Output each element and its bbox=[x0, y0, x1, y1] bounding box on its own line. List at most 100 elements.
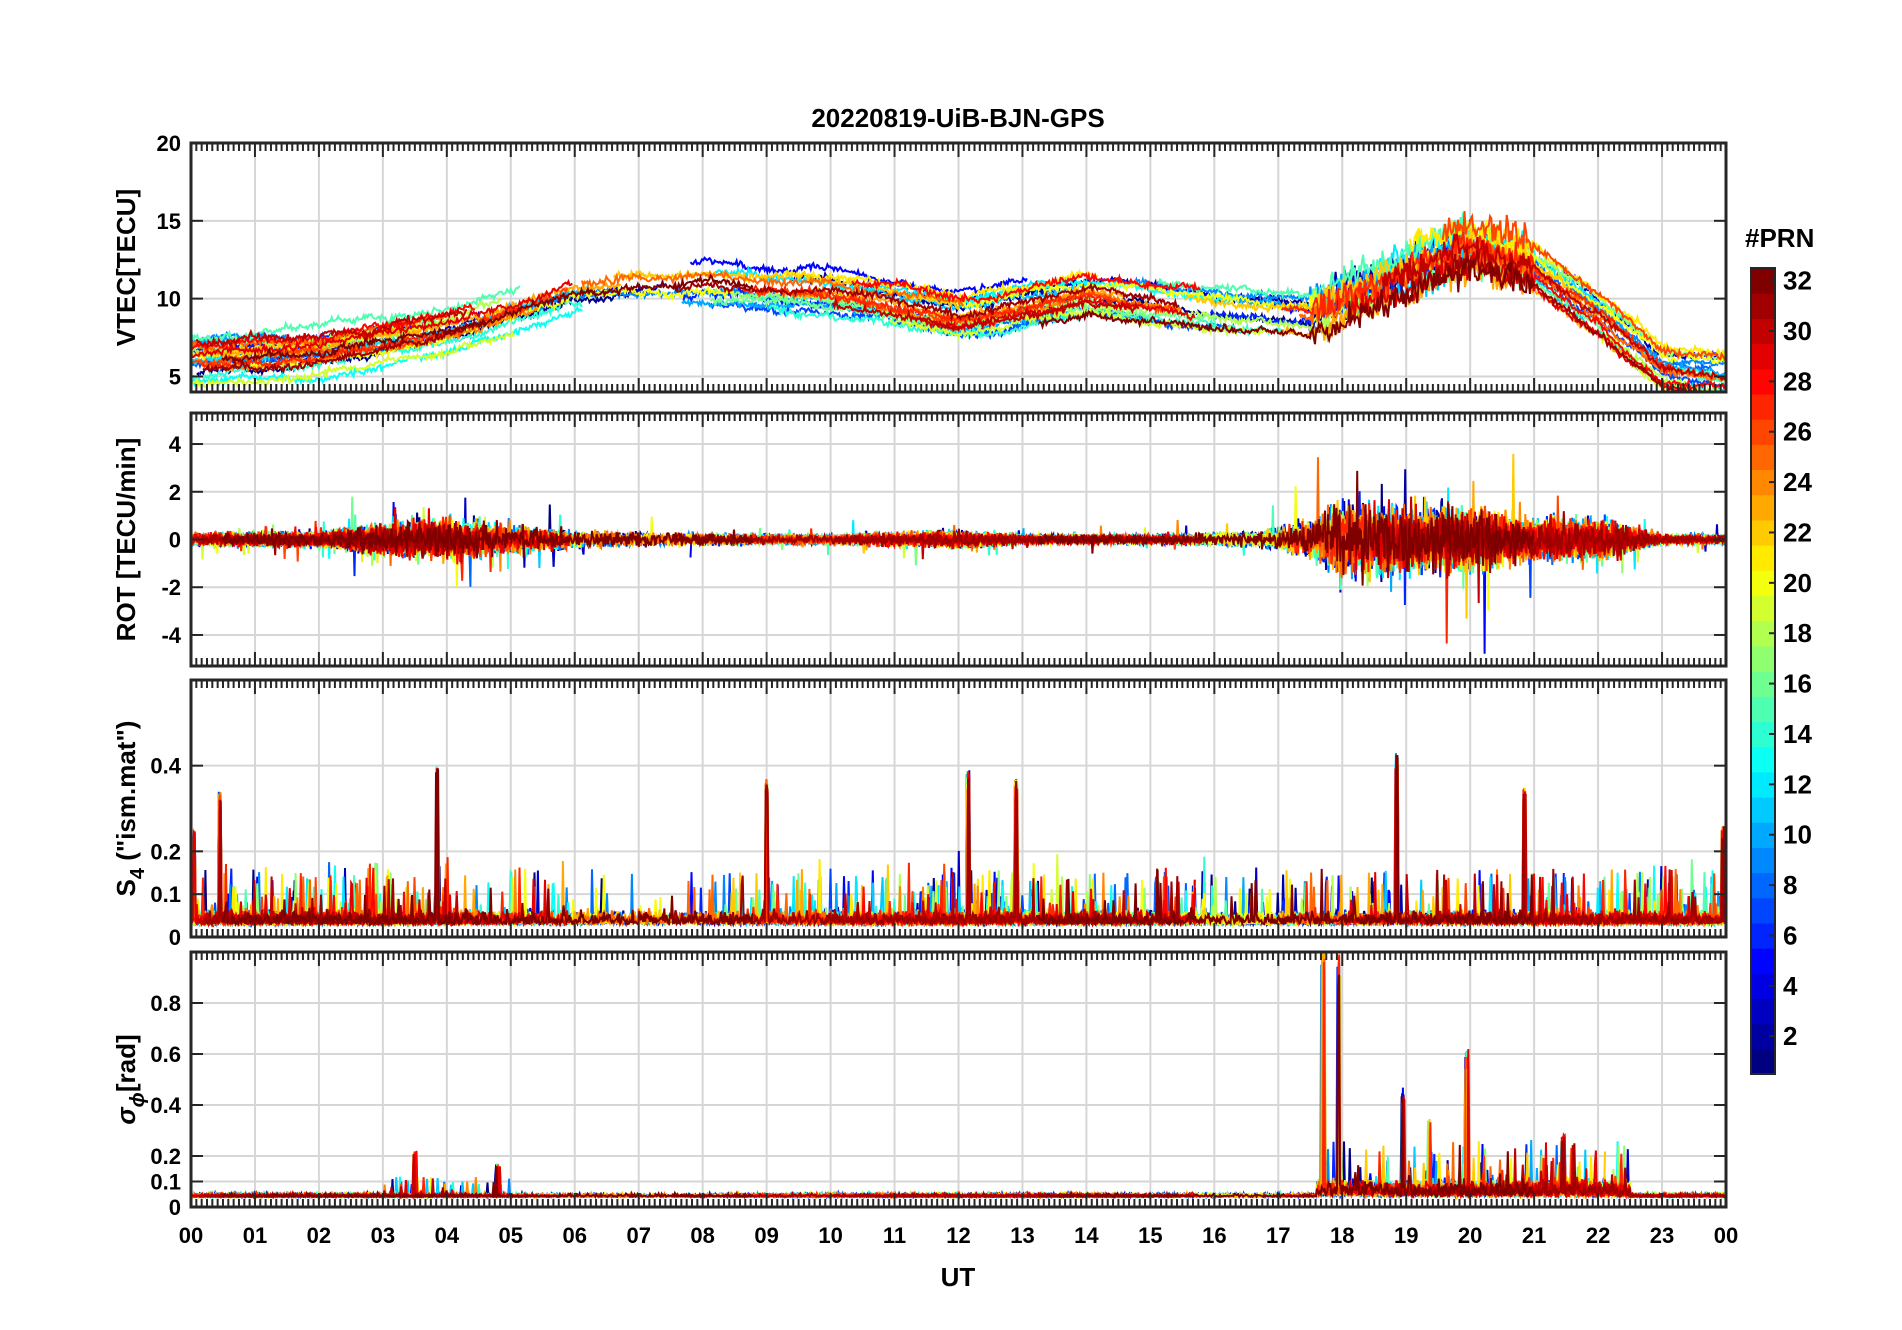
vtec-trace-prn-19 bbox=[889, 306, 1271, 342]
colorbar-band bbox=[1751, 545, 1775, 571]
x-tick-label: 15 bbox=[1138, 1223, 1162, 1248]
colorbar-tick-label: 20 bbox=[1783, 568, 1812, 598]
y-tick-label: -2 bbox=[161, 575, 181, 600]
vtec-trace-prn-32 bbox=[221, 273, 754, 365]
vtec-trace-prn-27 bbox=[742, 283, 1114, 323]
traces-s4 bbox=[191, 753, 1726, 929]
y-axis-label-rot: ROT [TECU/min] bbox=[111, 438, 141, 642]
chart-title: 20220819-UiB-BJN-GPS bbox=[811, 103, 1104, 133]
x-tick-label: 04 bbox=[435, 1223, 460, 1248]
vtec-trace-prn-26 bbox=[749, 284, 1178, 328]
grid-sigma_phi bbox=[191, 952, 1726, 1207]
sigma-trace-prn-14 bbox=[191, 1153, 584, 1200]
colorbar-band bbox=[1751, 696, 1775, 722]
vtec-trace-prn-32 bbox=[1038, 256, 1535, 345]
y-tick-label: 0.1 bbox=[150, 882, 181, 907]
y-tick-label: 0.8 bbox=[150, 991, 181, 1016]
x-tick-label: 09 bbox=[754, 1223, 778, 1248]
x-tick-label: 17 bbox=[1266, 1223, 1290, 1248]
colorbar-band bbox=[1751, 293, 1775, 319]
y-tick-label: 0 bbox=[169, 1195, 181, 1220]
colorbar-band bbox=[1751, 998, 1775, 1025]
x-tick-label: 13 bbox=[1010, 1223, 1034, 1248]
x-tick-label: 02 bbox=[307, 1223, 331, 1248]
colorbar-tick-label: 8 bbox=[1783, 870, 1797, 900]
vtec-trace-prn-25 bbox=[581, 268, 965, 307]
x-tick-label: 20 bbox=[1458, 1223, 1482, 1248]
colorbar-tick-label: 2 bbox=[1783, 1021, 1797, 1051]
x-tick-label: 23 bbox=[1650, 1223, 1674, 1248]
colorbar-band bbox=[1751, 494, 1775, 521]
vtec-trace-prn-28 bbox=[851, 271, 1201, 304]
panel-vtec: 5 10 15 20 VTEC[TECU] bbox=[111, 131, 1728, 394]
colorbar-band bbox=[1751, 746, 1775, 773]
colorbar-tick-label: 12 bbox=[1783, 769, 1812, 799]
x-tick-label: 11 bbox=[883, 1223, 906, 1248]
x-tick-label: 01 bbox=[243, 1223, 267, 1248]
rot-trace-prn-32 bbox=[1037, 470, 1535, 586]
y-tick-label: 0 bbox=[169, 925, 181, 950]
x-tick-label: 22 bbox=[1586, 1223, 1610, 1248]
colorbar-band bbox=[1751, 796, 1775, 823]
colorbar-tick-label: 28 bbox=[1783, 366, 1812, 396]
colorbar-label: #PRN bbox=[1745, 223, 1814, 253]
colorbar-band bbox=[1751, 948, 1775, 974]
panel-s4: 0 0.1 0.2 0.4S4 ("ism.mat") bbox=[111, 678, 1728, 950]
colorbar-band bbox=[1751, 343, 1775, 370]
x-tick-label: 16 bbox=[1202, 1223, 1226, 1248]
vtec-trace-prn-5 bbox=[689, 256, 1028, 296]
x-ticks-vtec bbox=[190, 143, 1727, 392]
y-tick-label: 0.1 bbox=[150, 1170, 181, 1195]
x-tick-label: 05 bbox=[499, 1223, 523, 1248]
y-tick-label: 0 bbox=[169, 528, 181, 553]
x-tick-label: 00 bbox=[179, 1223, 203, 1248]
colorbar-tick-label: 10 bbox=[1783, 820, 1812, 850]
x-tick-label: 06 bbox=[563, 1223, 587, 1248]
colorbar-band bbox=[1751, 645, 1775, 672]
x-ticks-sigma_phi bbox=[190, 952, 1727, 1207]
x-ticks-rot bbox=[190, 413, 1727, 666]
sigma-trace-prn-31 bbox=[1432, 1137, 1726, 1200]
colorbar-tick-label: 32 bbox=[1783, 266, 1812, 296]
x-tick-label: 14 bbox=[1074, 1223, 1099, 1248]
vtec-trace-prn-31 bbox=[202, 318, 487, 375]
colorbar-tick-label: 4 bbox=[1783, 971, 1798, 1001]
sigma-trace-prn-9 bbox=[1111, 964, 1342, 1200]
y-axis-label-vtec: VTEC[TECU] bbox=[111, 189, 141, 346]
vtec-trace-prn-14 bbox=[768, 304, 1284, 340]
x-tick-label: 00 bbox=[1714, 1223, 1738, 1248]
sigma-trace-prn-22 bbox=[1184, 973, 1606, 1200]
y-tick-label: 4 bbox=[169, 432, 182, 457]
vtec-trace-prn-31 bbox=[672, 279, 1179, 322]
vtec-trace-prn-27 bbox=[201, 305, 524, 371]
sigma-trace-prn-18 bbox=[874, 970, 1392, 1200]
colorbar-band bbox=[1751, 444, 1775, 471]
sigma-trace-prn-32 bbox=[221, 1166, 754, 1199]
panel-sigma_phi: 00.10.2 0.4 0.6 0.8σϕ[rad] 00 01 02 03 04 05 06 07 0… bbox=[111, 950, 1738, 1248]
s4-trace-prn-31 bbox=[1432, 793, 1726, 928]
x-tick-label: 08 bbox=[690, 1223, 714, 1248]
y-tick-label: 0.6 bbox=[150, 1042, 181, 1067]
x-axis-label: UT bbox=[941, 1262, 976, 1292]
y-tick-label: 0.2 bbox=[150, 839, 181, 864]
vtec-trace-prn-20 bbox=[210, 283, 735, 373]
colorbar-tick-label: 18 bbox=[1783, 618, 1812, 648]
x-tick-label: 12 bbox=[946, 1223, 970, 1248]
s4-trace-prn-32 bbox=[221, 768, 754, 928]
y-axis-label-sigma_phi: σϕ[rad] bbox=[111, 1034, 149, 1124]
colorbar-band bbox=[1751, 897, 1775, 924]
sigma-trace-prn-15 bbox=[191, 1163, 522, 1200]
rot-trace-prn-32 bbox=[221, 518, 754, 559]
colorbar-tick-label: 26 bbox=[1783, 417, 1812, 447]
vtec-trace-prn-29 bbox=[191, 278, 573, 359]
sigma-trace-prn-2 bbox=[1233, 960, 1460, 1200]
colorbar-band bbox=[1751, 1048, 1775, 1075]
y-tick-label: 0.4 bbox=[150, 1093, 181, 1118]
colorbar-tick-label: 16 bbox=[1783, 669, 1812, 699]
vtec-trace-prn-30 bbox=[1381, 233, 1726, 382]
vtec-trace-prn-13 bbox=[191, 305, 583, 387]
colorbar-tick-label: 22 bbox=[1783, 517, 1812, 547]
vtec-trace-prn-26 bbox=[1441, 211, 1726, 361]
